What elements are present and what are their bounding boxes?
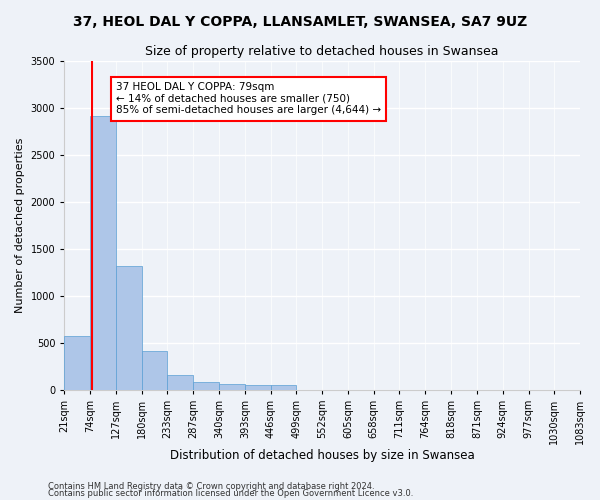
Bar <box>64 336 90 390</box>
Y-axis label: Number of detached properties: Number of detached properties <box>15 138 25 313</box>
Text: Contains public sector information licensed under the Open Government Licence v3: Contains public sector information licen… <box>48 489 413 498</box>
Bar <box>245 385 271 390</box>
Bar <box>167 375 193 390</box>
X-axis label: Distribution of detached houses by size in Swansea: Distribution of detached houses by size … <box>170 450 475 462</box>
Title: Size of property relative to detached houses in Swansea: Size of property relative to detached ho… <box>145 45 499 58</box>
Text: 37 HEOL DAL Y COPPA: 79sqm
← 14% of detached houses are smaller (750)
85% of sem: 37 HEOL DAL Y COPPA: 79sqm ← 14% of deta… <box>116 82 381 116</box>
Text: Contains HM Land Registry data © Crown copyright and database right 2024.: Contains HM Land Registry data © Crown c… <box>48 482 374 491</box>
Bar <box>271 386 296 390</box>
Bar <box>116 266 142 390</box>
Bar <box>142 351 167 390</box>
Bar <box>219 384 245 390</box>
Bar <box>90 116 116 390</box>
Text: 37, HEOL DAL Y COPPA, LLANSAMLET, SWANSEA, SA7 9UZ: 37, HEOL DAL Y COPPA, LLANSAMLET, SWANSE… <box>73 15 527 29</box>
Bar <box>193 382 219 390</box>
